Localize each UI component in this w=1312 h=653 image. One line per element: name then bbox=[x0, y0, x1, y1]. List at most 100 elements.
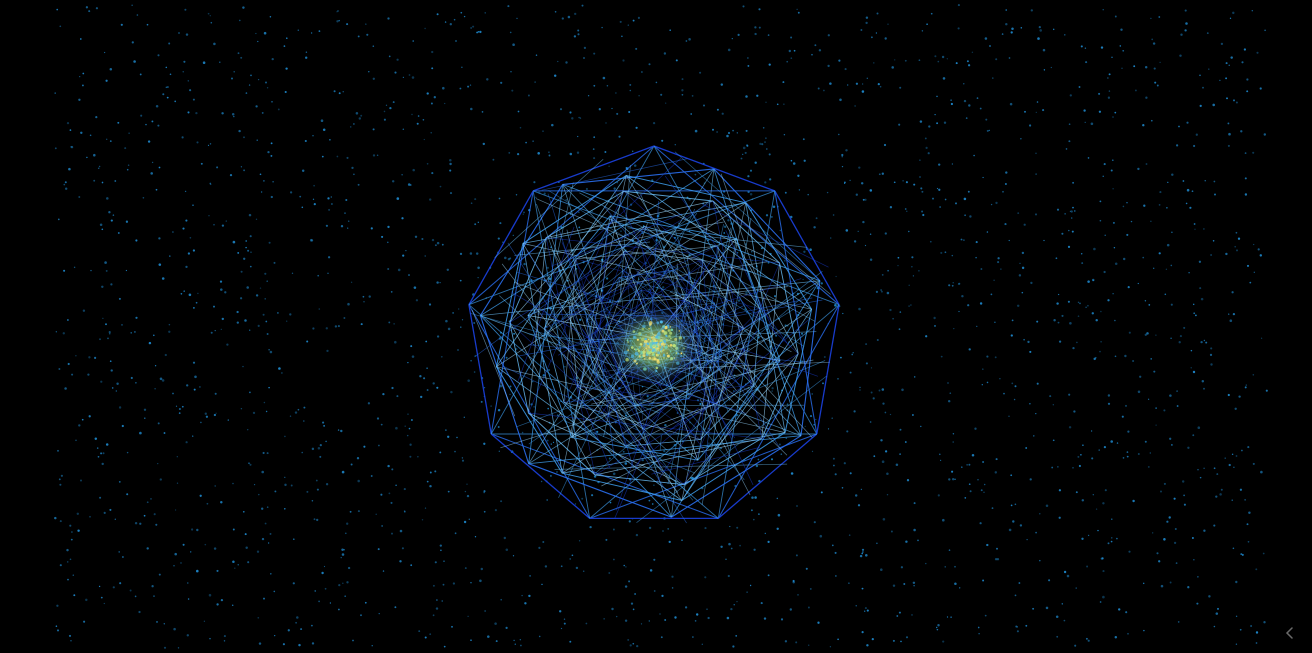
particle bbox=[535, 54, 538, 56]
particle bbox=[1097, 529, 1099, 532]
particle bbox=[712, 128, 714, 131]
particle bbox=[957, 4, 960, 7]
particle bbox=[575, 566, 579, 570]
core-particle bbox=[645, 334, 647, 336]
particle bbox=[1068, 393, 1071, 396]
particle bbox=[542, 541, 545, 543]
particle bbox=[1133, 65, 1136, 68]
particle bbox=[232, 560, 235, 563]
particle bbox=[592, 148, 595, 150]
particle bbox=[1209, 353, 1213, 357]
particle bbox=[1103, 270, 1106, 274]
wire-edge bbox=[471, 309, 516, 417]
particle bbox=[104, 261, 107, 264]
particle bbox=[243, 136, 245, 139]
particle bbox=[913, 585, 915, 587]
particle bbox=[412, 40, 414, 42]
particle bbox=[338, 583, 341, 587]
particle bbox=[552, 441, 555, 444]
particle bbox=[333, 90, 336, 93]
wire-edge bbox=[644, 347, 750, 421]
particle bbox=[486, 78, 489, 81]
particle bbox=[110, 219, 113, 222]
particle bbox=[667, 528, 670, 530]
particle bbox=[1091, 457, 1094, 460]
particle bbox=[407, 361, 409, 364]
wire-edge bbox=[528, 412, 596, 476]
particle bbox=[1195, 314, 1197, 317]
particle bbox=[1203, 228, 1205, 230]
particle bbox=[664, 619, 667, 621]
particle bbox=[930, 12, 933, 15]
particle bbox=[1146, 332, 1149, 335]
particle bbox=[1132, 359, 1135, 363]
wire-edge bbox=[717, 304, 840, 519]
particle bbox=[294, 411, 298, 414]
particle bbox=[65, 187, 68, 190]
particle bbox=[473, 322, 476, 324]
particle bbox=[887, 23, 889, 25]
particle bbox=[838, 133, 840, 136]
particle bbox=[249, 235, 252, 238]
particle bbox=[336, 11, 338, 13]
particle bbox=[986, 381, 989, 384]
particle bbox=[245, 546, 248, 550]
particle bbox=[871, 637, 874, 641]
particle bbox=[889, 206, 893, 209]
particle bbox=[278, 367, 281, 370]
particle bbox=[1068, 426, 1072, 429]
particle bbox=[519, 126, 522, 129]
particle bbox=[784, 640, 788, 643]
particle bbox=[632, 150, 634, 152]
particle bbox=[765, 148, 768, 150]
particle bbox=[79, 75, 81, 78]
particle bbox=[286, 37, 288, 39]
particle bbox=[751, 251, 753, 253]
particle bbox=[344, 532, 347, 535]
particle bbox=[1081, 262, 1084, 265]
wire-edge bbox=[535, 198, 689, 266]
corner-toggle-button[interactable] bbox=[1282, 625, 1298, 641]
particle bbox=[346, 581, 349, 584]
particle bbox=[839, 98, 842, 102]
particle bbox=[635, 126, 638, 129]
wire-edge bbox=[725, 230, 777, 335]
particle bbox=[1156, 84, 1159, 87]
particle bbox=[849, 179, 851, 182]
particle bbox=[524, 602, 527, 605]
particle bbox=[890, 530, 893, 533]
particle bbox=[864, 607, 867, 610]
core-particle bbox=[656, 340, 659, 343]
wire-edge bbox=[479, 315, 530, 464]
particle bbox=[1203, 387, 1205, 390]
particle bbox=[1231, 453, 1234, 456]
wire-edge bbox=[761, 353, 799, 439]
particle bbox=[143, 408, 147, 411]
particle bbox=[412, 168, 415, 172]
particle bbox=[737, 299, 741, 302]
particle bbox=[1077, 455, 1080, 458]
particle bbox=[121, 424, 124, 428]
particle bbox=[105, 323, 107, 326]
wire-edge bbox=[697, 360, 781, 461]
particle bbox=[862, 551, 864, 553]
particle bbox=[541, 583, 543, 586]
particle bbox=[189, 551, 192, 553]
particle bbox=[898, 611, 901, 614]
particle bbox=[480, 567, 484, 571]
particle bbox=[901, 388, 904, 392]
particle bbox=[546, 439, 549, 442]
particle bbox=[622, 450, 625, 453]
particle bbox=[805, 567, 808, 570]
particle bbox=[176, 482, 179, 484]
particle bbox=[978, 633, 980, 635]
particle bbox=[986, 231, 989, 233]
particle bbox=[54, 147, 57, 150]
particle bbox=[583, 57, 585, 59]
core-particle bbox=[641, 327, 645, 331]
particle bbox=[1224, 457, 1226, 459]
particle bbox=[269, 532, 272, 535]
wire-edge bbox=[683, 353, 799, 485]
